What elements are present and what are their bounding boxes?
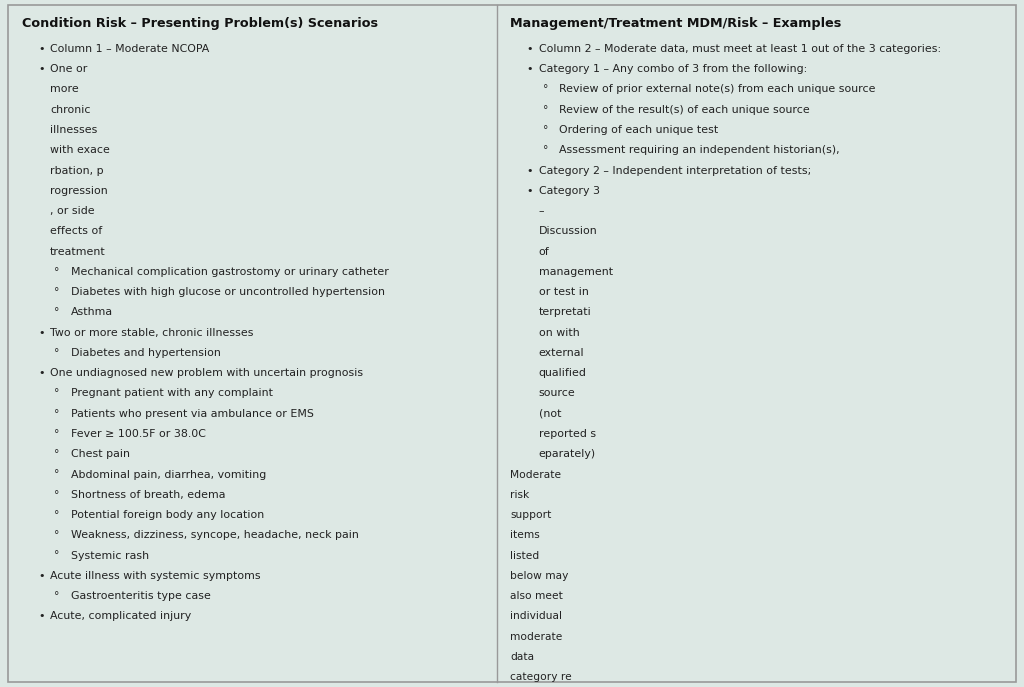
Text: Review of prior external note(s) from each unique source: Review of prior external note(s) from ea… — [559, 85, 876, 94]
Text: of: of — [539, 247, 549, 256]
Text: category re: category re — [510, 672, 571, 682]
Text: effects of: effects of — [50, 226, 102, 236]
Text: also meet: also meet — [510, 591, 563, 601]
Text: Weakness, dizziness, syncope, headache, neck pain: Weakness, dizziness, syncope, headache, … — [71, 530, 358, 540]
Text: Category 1 – Any combo of 3 from the following:: Category 1 – Any combo of 3 from the fol… — [539, 64, 807, 74]
Text: or test in: or test in — [539, 287, 589, 297]
Text: Gastroenteritis type case: Gastroenteritis type case — [71, 591, 211, 601]
Text: Diabetes and hypertension: Diabetes and hypertension — [71, 348, 220, 358]
Text: Acute, complicated injury: Acute, complicated injury — [50, 611, 191, 621]
Text: •: • — [526, 166, 532, 175]
Text: rbation, p: rbation, p — [50, 166, 103, 175]
Text: °: ° — [54, 550, 59, 561]
Text: (not: (not — [539, 409, 561, 418]
Text: •: • — [526, 44, 532, 54]
Text: chronic: chronic — [50, 104, 91, 115]
Text: on with: on with — [539, 328, 580, 337]
Text: Fever ≥ 100.5F or 38.0C: Fever ≥ 100.5F or 38.0C — [71, 429, 206, 439]
Text: °: ° — [54, 449, 59, 459]
Text: source: source — [539, 388, 575, 398]
Text: support: support — [510, 510, 551, 520]
Text: eparately): eparately) — [539, 449, 596, 459]
Text: °: ° — [54, 591, 59, 601]
Text: Column 2 – Moderate data, must meet at least 1 out of the 3 categories:: Column 2 – Moderate data, must meet at l… — [539, 44, 941, 54]
Text: •: • — [38, 611, 44, 621]
Text: illnesses: illnesses — [50, 125, 97, 135]
Text: Assessment requiring an independent historian(s),: Assessment requiring an independent hist… — [559, 145, 843, 155]
Text: Category 3: Category 3 — [539, 185, 600, 196]
Text: •: • — [38, 368, 44, 378]
Text: •: • — [38, 328, 44, 337]
Text: Column 1 – Moderate NCOPA: Column 1 – Moderate NCOPA — [50, 44, 210, 54]
Text: °: ° — [543, 145, 548, 155]
Text: Ordering of each unique test: Ordering of each unique test — [559, 125, 719, 135]
Text: °: ° — [543, 104, 548, 115]
Text: °: ° — [543, 125, 548, 135]
Text: Patients who present via ambulance or EMS: Patients who present via ambulance or EM… — [71, 409, 313, 418]
Text: Mechanical complication gastrostomy or urinary catheter: Mechanical complication gastrostomy or u… — [71, 267, 388, 277]
Text: °: ° — [54, 287, 59, 297]
Text: °: ° — [54, 490, 59, 499]
Text: Discussion: Discussion — [539, 226, 597, 236]
Text: Moderate: Moderate — [510, 469, 561, 480]
Text: Asthma: Asthma — [71, 307, 113, 317]
Text: risk: risk — [510, 490, 529, 499]
Text: rogression: rogression — [50, 185, 108, 196]
Text: °: ° — [54, 429, 59, 439]
Text: •: • — [526, 64, 532, 74]
Text: Systemic rash: Systemic rash — [71, 550, 148, 561]
Text: with exace: with exace — [50, 145, 110, 155]
Text: °: ° — [54, 388, 59, 398]
Text: °: ° — [54, 530, 59, 540]
Text: Abdominal pain, diarrhea, vomiting: Abdominal pain, diarrhea, vomiting — [71, 469, 266, 480]
Text: more: more — [50, 85, 79, 94]
Text: •: • — [38, 44, 44, 54]
Text: management: management — [539, 267, 612, 277]
Text: external: external — [539, 348, 585, 358]
Text: Pregnant patient with any complaint: Pregnant patient with any complaint — [71, 388, 272, 398]
Text: °: ° — [54, 510, 59, 520]
Text: qualified: qualified — [539, 368, 587, 378]
Text: moderate: moderate — [510, 631, 562, 642]
Text: •: • — [526, 185, 532, 196]
Text: Review of the result(s) of each unique source: Review of the result(s) of each unique s… — [559, 104, 810, 115]
Text: One or: One or — [50, 64, 87, 74]
Text: reported s: reported s — [539, 429, 596, 439]
Text: °: ° — [54, 267, 59, 277]
Text: Condition Risk – Presenting Problem(s) Scenarios: Condition Risk – Presenting Problem(s) S… — [22, 17, 378, 30]
Text: Category 2 – Independent interpretation of tests;: Category 2 – Independent interpretation … — [539, 166, 814, 175]
Text: data: data — [510, 652, 535, 662]
Text: °: ° — [543, 85, 548, 94]
Text: °: ° — [54, 469, 59, 480]
Text: One undiagnosed new problem with uncertain prognosis: One undiagnosed new problem with uncerta… — [50, 368, 364, 378]
Text: Two or more stable, chronic illnesses: Two or more stable, chronic illnesses — [50, 328, 254, 337]
Text: individual: individual — [510, 611, 562, 621]
Text: –: – — [539, 206, 544, 216]
Text: °: ° — [54, 348, 59, 358]
Text: items: items — [510, 530, 540, 540]
Text: listed: listed — [510, 550, 540, 561]
Text: Potential foreign body any location: Potential foreign body any location — [71, 510, 264, 520]
Text: °: ° — [54, 409, 59, 418]
Text: Acute illness with systemic symptoms: Acute illness with systemic symptoms — [50, 571, 261, 581]
Text: •: • — [38, 64, 44, 74]
Text: Shortness of breath, edema: Shortness of breath, edema — [71, 490, 225, 499]
Text: , or side: , or side — [50, 206, 95, 216]
Text: •: • — [38, 571, 44, 581]
Text: Diabetes with high glucose or uncontrolled hypertension: Diabetes with high glucose or uncontroll… — [71, 287, 385, 297]
Text: °: ° — [54, 307, 59, 317]
Text: treatment: treatment — [50, 247, 105, 256]
Text: Management/Treatment MDM/Risk – Examples: Management/Treatment MDM/Risk – Examples — [510, 17, 841, 30]
Text: terpretati: terpretati — [539, 307, 592, 317]
Text: Chest pain: Chest pain — [71, 449, 130, 459]
Text: below may: below may — [510, 571, 568, 581]
